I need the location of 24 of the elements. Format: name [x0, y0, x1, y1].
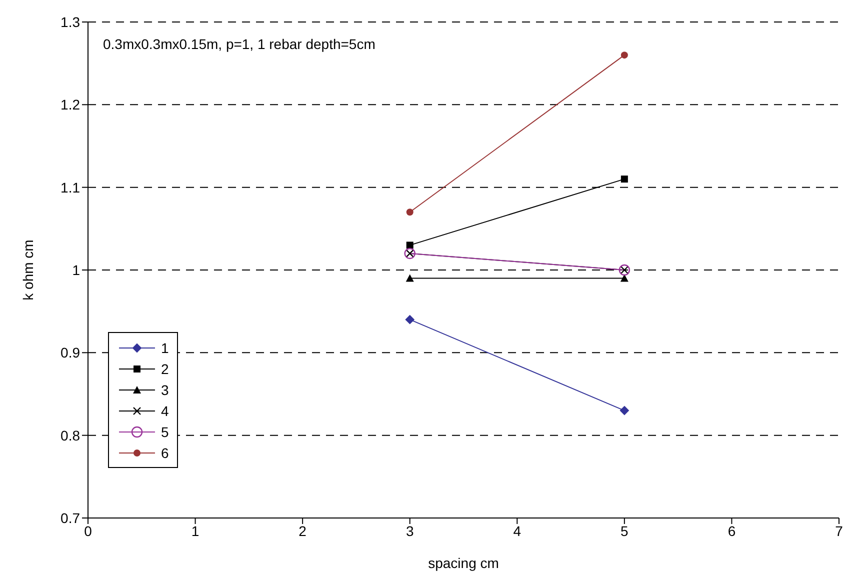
legend-label: 3 — [161, 382, 169, 398]
y-axis-title: k ohm cm — [20, 240, 36, 300]
legend-label: 5 — [161, 424, 169, 440]
x-tick-label: 7 — [835, 522, 844, 539]
x-tick-label: 2 — [298, 522, 307, 539]
y-tick-label: 1 — [72, 262, 80, 278]
y-tick-label: 0.9 — [60, 344, 80, 361]
y-tick-label: 1.3 — [60, 14, 80, 30]
x-tick-label: 6 — [728, 522, 736, 539]
legend-label: 4 — [161, 402, 169, 418]
legend-label: 1 — [161, 340, 169, 356]
x-tick-label: 0 — [84, 522, 92, 539]
y-tick-label: 0.8 — [60, 427, 80, 444]
x-tick-label: 3 — [406, 522, 414, 539]
x-tick-label: 1 — [191, 522, 200, 539]
legend-label: 6 — [161, 444, 169, 460]
annotation: 0.3mx0.3mx0.15m, p=1, 1 rebar depth=5cm — [103, 36, 376, 52]
legend-label: 2 — [161, 360, 169, 376]
x-tick-label: 4 — [513, 522, 522, 539]
x-tick-label: 5 — [620, 522, 629, 539]
x-axis-title: spacing cm — [428, 555, 499, 571]
y-tick-label: 0.7 — [60, 510, 80, 526]
y-tick-label: 1.1 — [60, 179, 80, 196]
y-tick-label: 1.2 — [60, 96, 80, 113]
